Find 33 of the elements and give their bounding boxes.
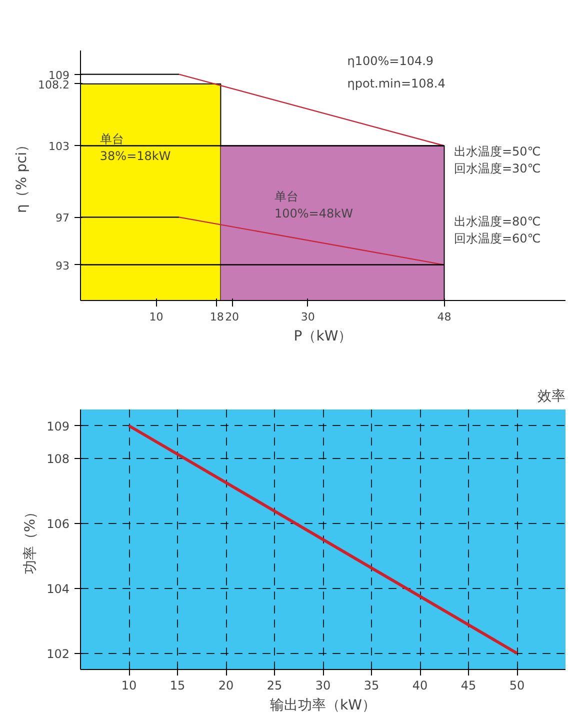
chart-title: 效率 — [538, 388, 566, 404]
annotation: 单台 100%=48kW — [274, 190, 354, 220]
y-axis-title: η（% pci） — [14, 138, 30, 214]
x-tick-label: 45 — [460, 678, 476, 692]
annotation: 单台 38%=18kW — [100, 132, 171, 163]
x-axis-title: P（kW） — [294, 328, 352, 344]
y-tick-label: 93 — [56, 259, 70, 272]
annotation: ηpot.min=108.4 — [347, 76, 446, 90]
y-tick-label: 102 — [46, 646, 70, 661]
x-tick-label: 20 — [218, 678, 234, 692]
annotation: η100%=104.9 — [347, 54, 434, 68]
x-tick-label: 35 — [364, 678, 380, 692]
x-tick-label: 30 — [300, 310, 315, 324]
x-tick-label: 25 — [266, 678, 282, 692]
y-tick-label: 106 — [46, 516, 70, 531]
y-tick-label: 103 — [48, 140, 70, 154]
y-axis-title: 功率（%） — [22, 504, 39, 574]
y-tick-label: 104 — [46, 582, 70, 596]
x-tick-label: 30 — [315, 678, 331, 692]
x-tick-label: 50 — [509, 678, 525, 692]
y-tick-label: 109 — [46, 419, 70, 434]
y-tick-label: 108 — [46, 452, 70, 466]
x-tick-label: 48 — [437, 310, 452, 324]
x-axis-title: 输出功率（kW） — [270, 698, 376, 714]
annotation: 出水温度=50℃ 回水温度=30℃ — [454, 144, 541, 176]
x-tick-label: 18 — [210, 310, 224, 324]
annotation: 出水温度=80℃ 回水温度=60℃ — [454, 214, 541, 246]
y-tick-label: 97 — [56, 212, 70, 225]
x-tick-label: 10 — [149, 310, 164, 324]
x-tick-label: 10 — [121, 678, 137, 692]
x-tick-label: 20 — [225, 310, 240, 324]
x-tick-label: 15 — [170, 678, 186, 692]
x-tick-label: 40 — [412, 678, 428, 692]
